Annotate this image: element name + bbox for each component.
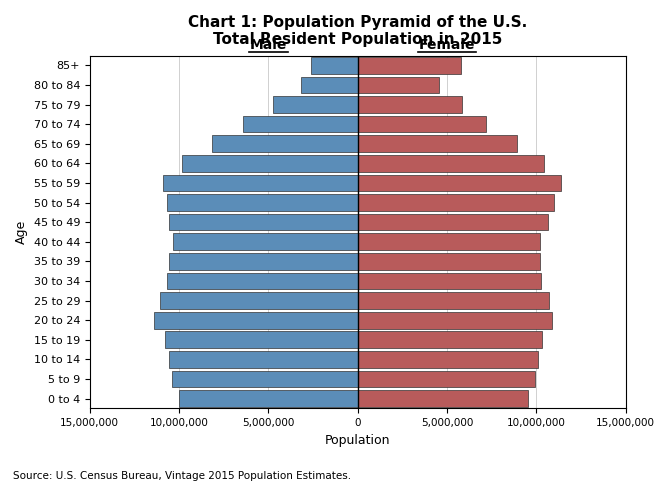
Bar xyxy=(358,292,549,309)
Bar xyxy=(358,214,548,230)
Bar xyxy=(358,331,542,348)
Bar xyxy=(170,253,358,270)
Bar xyxy=(172,371,358,387)
Bar xyxy=(163,174,358,191)
Bar xyxy=(212,136,358,152)
Bar xyxy=(358,390,528,407)
Bar xyxy=(154,312,358,329)
Bar xyxy=(358,371,535,387)
Bar xyxy=(273,96,358,113)
Bar xyxy=(358,96,462,113)
Bar xyxy=(243,116,358,133)
Bar xyxy=(358,312,552,329)
Bar xyxy=(358,155,544,172)
Bar xyxy=(358,77,439,93)
Bar xyxy=(358,351,538,368)
Text: Source: U.S. Census Bureau, Vintage 2015 Population Estimates.: Source: U.S. Census Bureau, Vintage 2015… xyxy=(13,471,352,481)
Bar xyxy=(182,155,358,172)
Bar xyxy=(358,136,517,152)
Bar xyxy=(358,194,554,211)
Bar xyxy=(311,57,358,74)
Bar xyxy=(165,331,358,348)
Y-axis label: Age: Age xyxy=(15,220,28,244)
Title: Chart 1: Population Pyramid of the U.S.
Total Resident Population in 2015: Chart 1: Population Pyramid of the U.S. … xyxy=(188,15,527,48)
Bar xyxy=(167,194,358,211)
X-axis label: Population: Population xyxy=(325,434,391,447)
Bar xyxy=(358,116,486,133)
Text: Male: Male xyxy=(250,37,287,52)
Bar xyxy=(358,273,541,289)
Bar xyxy=(358,57,460,74)
Bar xyxy=(358,233,540,250)
Bar xyxy=(301,77,358,93)
Text: Female: Female xyxy=(419,37,475,52)
Bar xyxy=(159,292,358,309)
Bar xyxy=(168,273,358,289)
Bar xyxy=(358,174,561,191)
Bar xyxy=(169,214,358,230)
Bar xyxy=(180,390,358,407)
Bar xyxy=(169,351,358,368)
Bar xyxy=(358,253,540,270)
Bar xyxy=(174,233,358,250)
